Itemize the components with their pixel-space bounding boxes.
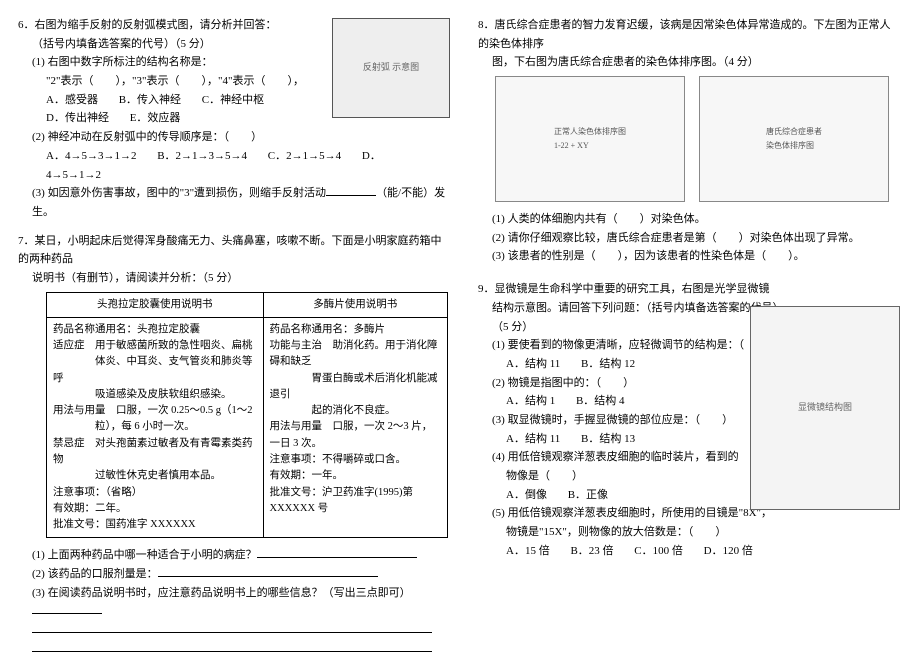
q7-stem2: 说明书（有删节），请阅读并分析：（5 分） <box>18 269 448 288</box>
q7-p2: (2) 该药品的口服剂量是： <box>18 565 448 584</box>
q6-p2: (2) 神经冲动在反射弧中的传导顺序是：（ ） <box>18 128 448 147</box>
opt-d: D．传出神经 <box>46 112 109 124</box>
opt-c: C．100 倍 <box>634 545 683 557</box>
q8-stem2: 图，下右图为唐氏综合症患者的染色体排序图。（4 分） <box>478 53 896 72</box>
medicine-table: 头孢拉定胶囊使用说明书 多酶片使用说明书 药品名称通用名：头孢拉定胶囊 适应症 … <box>46 292 448 539</box>
blank[interactable] <box>32 621 432 633</box>
opt-e: E．效应器 <box>130 112 181 124</box>
reflex-arc-figure: 反射弧 示意图 <box>332 18 450 118</box>
opt-a: A．感受器 <box>46 94 98 106</box>
question-7: 7．某日，小明起床后觉得浑身酸痛无力、头痛鼻塞，咳嗽不断。下面是小明家庭药箱中的… <box>18 232 448 658</box>
opt-a: A．15 倍 <box>506 545 550 557</box>
med-header-left: 头孢拉定胶囊使用说明书 <box>47 292 264 317</box>
opt-a: A．4→5→3→1→2 <box>46 150 136 162</box>
q6-p2-opts: A．4→5→3→1→2 B．2→1→3→5→4 C．2→1→5→4 D．4→5→… <box>18 147 448 184</box>
q7-p1: (1) 上面两种药品中哪一种适合于小明的病症？ <box>18 546 448 565</box>
q8-p3: (3) 该患者的性别是（ ），因为该患者的性染色体是（ ）。 <box>478 247 896 266</box>
opt-a: A．结构 11 <box>506 358 560 370</box>
blank[interactable] <box>257 546 417 558</box>
blank[interactable] <box>158 565 378 577</box>
opt-a: A．倒像 <box>506 489 547 501</box>
question-9: 显微镜结构图 9．显微镜是生命科学中重要的研究工具，右图是光学显微镜 结构示意图… <box>478 280 896 560</box>
q7-p3-text: (3) 在阅读药品说明书时，应注意药品说明书上的哪些信息？（写出三点即可） <box>32 587 411 599</box>
karyotype-normal: 正常人染色体排序图 1-22 + XY <box>495 76 685 202</box>
karyotype-patient: 唐氏综合症患者 染色体排序图 <box>699 76 889 202</box>
opt-b: B．正像 <box>568 489 608 501</box>
opt-c: C．神经中枢 <box>202 94 264 106</box>
blank[interactable] <box>326 184 376 196</box>
microscope-figure: 显微镜结构图 <box>750 306 900 510</box>
q7-stem: 7．某日，小明起床后觉得浑身酸痛无力、头痛鼻塞，咳嗽不断。下面是小明家庭药箱中的… <box>18 232 448 269</box>
q9-p5b: 物镜是"15X"，则物像的放大倍数是：（ ） <box>478 523 896 542</box>
med-header-right: 多酶片使用说明书 <box>263 292 447 317</box>
q7-blank-line1 <box>18 621 448 640</box>
med-cell-left: 药品名称通用名：头孢拉定胶囊 适应症 用于敏感菌所致的急性咽炎、扁桃 体炎、中耳… <box>47 317 264 537</box>
question-8: 8．唐氏综合症患者的智力发育迟缓，该病是因常染色体异常造成的。下左图为正常人的染… <box>478 16 896 266</box>
opt-b: B．结构 12 <box>581 358 635 370</box>
q8-p1: (1) 人类的体细胞内共有（ ）对染色体。 <box>478 210 896 229</box>
q7-p2-text: (2) 该药品的口服剂量是： <box>32 568 158 580</box>
opt-d: D．120 倍 <box>704 545 753 557</box>
q9-stem: 9．显微镜是生命科学中重要的研究工具，右图是光学显微镜 <box>478 280 896 299</box>
opt-b: B．23 倍 <box>570 545 613 557</box>
opt-a: A．结构 11 <box>506 433 560 445</box>
blank[interactable] <box>32 602 102 614</box>
q7-p3: (3) 在阅读药品说明书时，应注意药品说明书上的哪些信息？（写出三点即可） <box>18 584 448 621</box>
q8-p2: (2) 请你仔细观察比较，唐氏综合症患者是第（ ）对染色体出现了异常。 <box>478 229 896 248</box>
q7-blank-line2 <box>18 640 448 658</box>
opt-b: B．2→1→3→5→4 <box>157 150 247 162</box>
right-column: 8．唐氏综合症患者的智力发育迟缓，该病是因常染色体异常造成的。下左图为正常人的染… <box>468 16 896 630</box>
opt-b: B．传入神经 <box>119 94 181 106</box>
q6-p3a: (3) 如因意外伤害事故，图中的"3"遭到损伤，则缩手反射活动 <box>32 187 326 199</box>
opt-a: A．结构 1 <box>506 395 555 407</box>
q6-p3: (3) 如因意外伤害事故，图中的"3"遭到损伤，则缩手反射活动（能/不能）发生。 <box>18 184 448 221</box>
karyotype-figures: 正常人染色体排序图 1-22 + XY 唐氏综合症患者 染色体排序图 <box>488 76 896 202</box>
opt-c: C．2→1→5→4 <box>268 150 341 162</box>
q8-stem: 8．唐氏综合症患者的智力发育迟缓，该病是因常染色体异常造成的。下左图为正常人的染… <box>478 16 896 53</box>
opt-b: B．结构 13 <box>581 433 635 445</box>
q9-p5-opts: A．15 倍 B．23 倍 C．100 倍 D．120 倍 <box>478 542 896 561</box>
question-6: 反射弧 示意图 6．右图为缩手反射的反射弧模式图，请分析并回答： （括号内填备选… <box>18 16 448 222</box>
q7-p1-text: (1) 上面两种药品中哪一种适合于小明的病症？ <box>32 549 257 561</box>
left-column: 反射弧 示意图 6．右图为缩手反射的反射弧模式图，请分析并回答： （括号内填备选… <box>18 16 468 630</box>
med-cell-right: 药品名称通用名：多酶片 功能与主治 助消化药。用于消化障碍和缺乏 胃蛋白酶或术后… <box>263 317 447 537</box>
opt-b: B．结构 4 <box>576 395 625 407</box>
blank[interactable] <box>32 640 432 652</box>
